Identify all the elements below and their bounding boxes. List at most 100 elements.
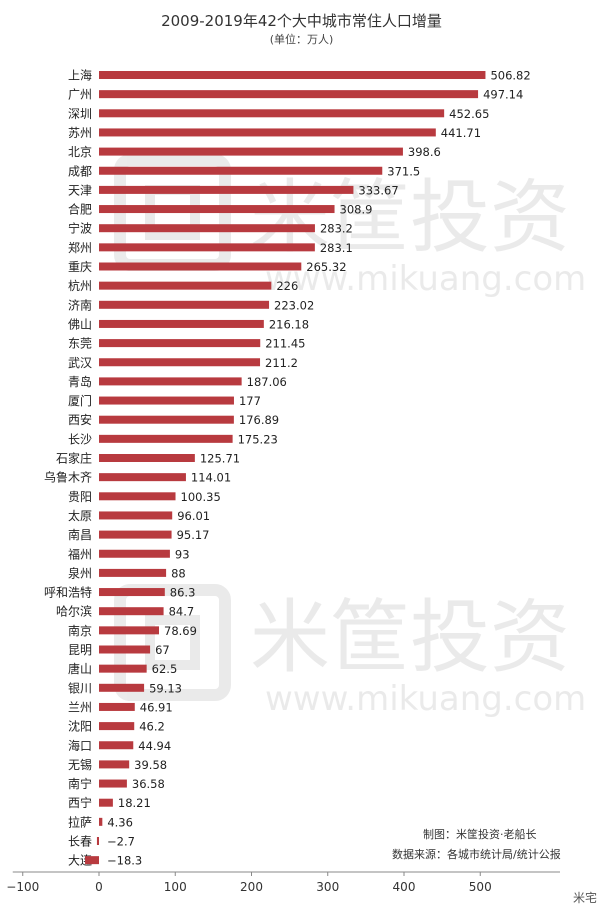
data-label: 125.71 [200,452,240,466]
data-label: 187.06 [247,375,287,389]
bar [99,511,173,520]
x-tick-label: 300 [316,880,339,894]
bar [99,243,315,252]
data-label: 46.2 [139,720,165,734]
data-label: 177 [239,394,261,408]
bar [99,607,164,616]
data-label: 88 [171,566,186,580]
data-label: 44.94 [138,739,171,753]
data-label: 100.35 [181,490,221,504]
bar [99,741,134,750]
data-label: 333.67 [358,183,398,197]
bar [99,358,261,367]
bar [99,396,234,405]
category-label: 沈阳 [68,719,92,734]
bar [85,856,99,865]
x-tick-label: 200 [240,880,263,894]
bar [99,683,145,692]
watermark-brand: 米筐投资 [250,591,570,684]
data-label: 441.71 [441,126,481,140]
category-label: 乌鲁木齐 [44,470,92,485]
category-label: 西宁 [68,795,92,810]
bar [99,224,315,233]
category-label: 无锡 [68,757,92,772]
x-tick-label: 0 [95,880,103,894]
data-label: 67 [155,643,170,657]
category-label: 济南 [68,297,92,312]
category-label: 石家庄 [56,451,92,466]
x-tick-label: −100 [6,880,39,894]
watermark-url: www.mikuang.com [265,679,586,719]
bar [99,588,165,597]
bar [99,779,127,788]
category-label: 青岛 [68,374,92,389]
category-label: 南京 [68,623,92,638]
category-label: 郑州 [68,240,92,255]
category-label: 东莞 [68,337,92,351]
bar [99,415,234,424]
category-label: 合肥 [68,202,92,217]
category-label: 苏州 [68,126,92,140]
category-label: 深圳 [68,107,92,121]
bar [99,760,130,769]
data-label: 211.45 [265,337,305,351]
watermark-corner: 米宅 [572,891,597,905]
watermark-url: www.mikuang.com [265,259,586,299]
data-label: −2.7 [107,835,135,849]
category-label: 厦门 [68,393,92,408]
bar [99,71,486,79]
bar [99,549,170,558]
data-label: 506.82 [490,69,530,83]
bar [99,205,335,214]
category-label: 长沙 [68,432,92,446]
bar [99,109,445,118]
data-label: 46.91 [140,700,173,714]
category-label: 广州 [68,88,92,102]
category-label: 成都 [68,164,92,178]
category-label: 银川 [68,681,92,695]
category-label: 杭州 [68,278,92,293]
category-label: 佛山 [68,317,92,331]
category-label: 西安 [68,412,92,427]
bar [99,434,233,443]
x-tick-label: 400 [393,880,416,894]
data-label: 96.01 [177,509,210,523]
bar [99,664,147,673]
bar [99,185,354,194]
category-label: 海口 [68,738,92,753]
bar-series: 上海 506.82 广州 497.14 深圳 452.65 苏州 441.71 北京 398.6 成… [44,68,531,868]
bar [99,473,186,482]
bar [99,147,403,156]
bar [99,817,103,826]
data-label: 283.2 [320,222,353,236]
bar [99,90,479,99]
x-axis: −100 0 100 200 300 400 500 [6,871,560,894]
category-label: 拉萨 [68,814,92,829]
bar [99,128,436,137]
chart-title: 2009-2019年42个大中城市常住人口增量 [161,12,442,30]
data-label: 4.36 [107,815,133,829]
data-label: 18.21 [118,796,151,810]
data-label: 398.6 [408,145,441,159]
category-label: 重庆 [68,260,92,274]
data-label: 36.58 [132,777,165,791]
category-label: 天津 [68,183,92,197]
category-label: 唐山 [68,661,92,676]
category-label: 泉州 [68,566,92,580]
data-label: 452.65 [449,107,489,121]
data-label: 371.5 [387,164,420,178]
category-label: 福州 [68,546,92,561]
bar [99,281,272,290]
bar [99,166,383,175]
data-label: 211.2 [265,356,298,370]
data-label: −18.3 [107,854,142,868]
category-label: 长春 [68,835,92,849]
data-label: 283.1 [320,241,353,255]
category-label: 北京 [68,145,92,159]
category-label: 呼和浩特 [44,585,92,600]
data-label: 86.3 [170,586,196,600]
category-label: 哈尔滨 [56,604,92,619]
category-label: 兰州 [68,700,92,714]
data-label: 84.7 [169,605,195,619]
